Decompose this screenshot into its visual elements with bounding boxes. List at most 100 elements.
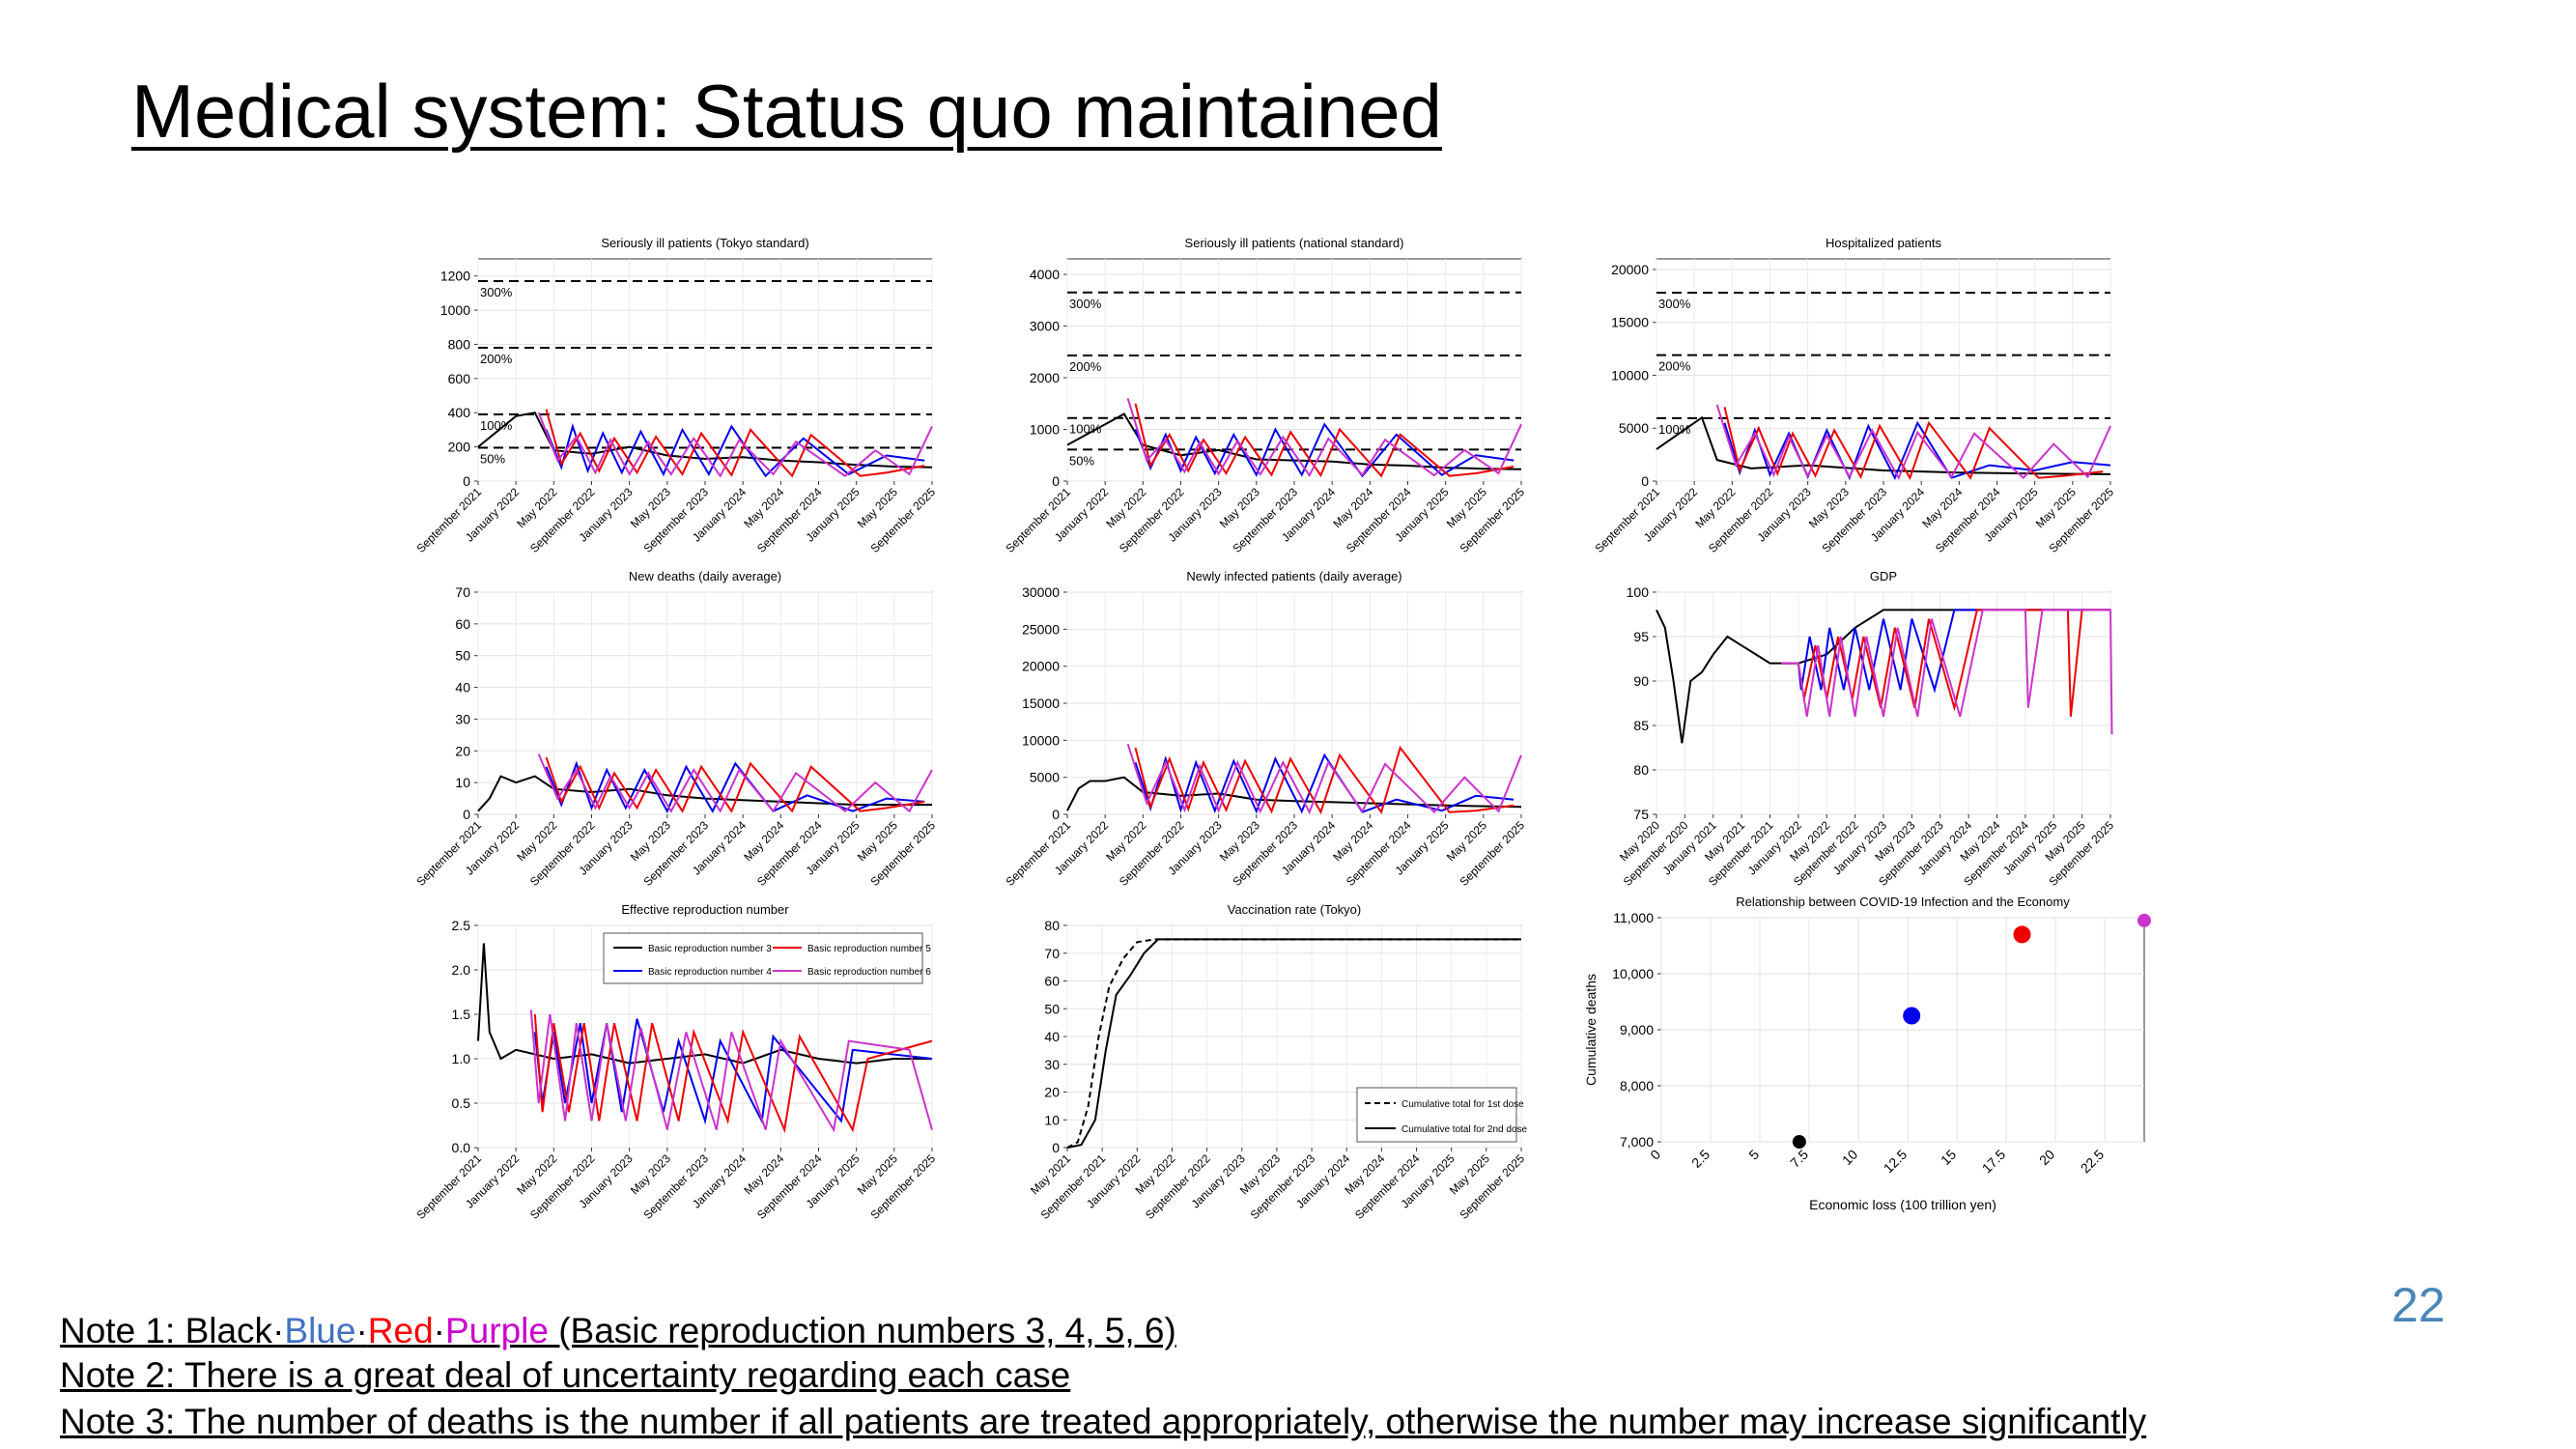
x-tick-label: September 2023 [1230, 485, 1300, 555]
x-tick-label: September 2021 [413, 1151, 484, 1222]
y-tick-label: 20 [1044, 1085, 1060, 1100]
reference-line-label: 100% [480, 418, 513, 433]
x-tick-label: September 2021 [413, 818, 484, 889]
chart-title: Effective reproduction number [621, 902, 789, 917]
series-line-purple [1126, 743, 1522, 815]
y-tick-label: 85 [1633, 718, 1649, 733]
y-tick-label: 0 [1641, 473, 1649, 489]
series-line-purple [537, 753, 933, 813]
legend-label: Basic reproduction number 4 [648, 967, 772, 978]
y-tick-label: 40 [455, 680, 470, 696]
series-line-red [533, 1013, 933, 1134]
chart-new-infections: Newly infected patients (daily average) 0… [1003, 569, 1527, 889]
series-line-black [477, 412, 933, 469]
scatter-point-purple [2137, 913, 2151, 927]
scatter-point-blue [1903, 1007, 1921, 1025]
x-tick-label: September 2025 [2046, 485, 2116, 555]
x-tick-label: September 2023 [640, 818, 711, 889]
series-line-black [1066, 938, 1521, 1149]
y-tick-label: 30 [1044, 1057, 1060, 1072]
chart-infection-vs-economy: Relationship between COVID-19 Infection … [1583, 895, 2151, 1212]
note-1-prefix: Note 1: [60, 1311, 185, 1350]
series-line-blue [1134, 753, 1514, 814]
x-tick-label: September 2021 [413, 485, 484, 555]
reference-line-label: 300% [1658, 297, 1691, 311]
y-tick-label: 70 [1044, 946, 1060, 961]
chart-title: GDP [1870, 569, 1897, 583]
note-1: Note 1: Black·Blue·Red·Purple (Basic rep… [60, 1311, 1176, 1351]
y-tick-label: 8,000 [1620, 1078, 1654, 1094]
series-line-black [1066, 938, 1521, 1149]
x-tick-label: September 2022 [527, 1151, 598, 1222]
x-tick-label: September 2024 [1344, 818, 1414, 889]
legend-label: Basic reproduction number 6 [807, 967, 931, 978]
y-tick-label: 0 [463, 473, 470, 489]
legend-box [603, 932, 923, 984]
y-tick-label: 60 [1044, 974, 1060, 989]
y-tick-label: 3000 [1030, 319, 1060, 334]
reference-line-label: 50% [480, 452, 505, 467]
y-axis-label: Cumulative deaths [1583, 974, 1599, 1086]
chart-new-deaths: New deaths (daily average) 0 10 20 30 40 50 60 7… [413, 569, 938, 889]
x-tick-label: 2.5 [1688, 1147, 1713, 1171]
x-axis-label: Economic loss (100 trillion yen) [1809, 1197, 1996, 1212]
reference-line-label: 300% [480, 285, 513, 299]
series-line-black [1066, 776, 1522, 811]
chart-title: Seriously ill patients (Tokyo standard) [601, 236, 808, 250]
x-tick-label: September 2023 [1819, 485, 1889, 555]
y-tick-label: 20000 [1022, 659, 1060, 674]
y-tick-label: 1.5 [452, 1007, 471, 1022]
x-tick-label: September 2024 [754, 1151, 825, 1222]
series-line-purple [1126, 398, 1522, 478]
note-1-blue: Blue [284, 1311, 356, 1350]
x-tick-label: September 2024 [754, 818, 825, 889]
legend-label: Basic reproduction number 3 [648, 944, 772, 954]
reference-line-label: 200% [1658, 359, 1691, 374]
reference-line-label: 50% [1069, 453, 1094, 468]
legend-box [1356, 1087, 1517, 1143]
x-tick-label: September 2025 [1457, 1151, 1527, 1222]
y-tick-label: 10 [455, 775, 470, 790]
x-tick-label: September 2022 [1117, 818, 1187, 889]
legend-label: Cumulative total for 2nd dose [1401, 1124, 1528, 1135]
chart-vaccination-rate: Vaccination rate (Tokyo) 0 10 20 30 40 50 60 70 8… [1028, 902, 1528, 1222]
series-line-purple [1781, 609, 2113, 735]
chart-title: Relationship between COVID-19 Infection … [1736, 895, 2070, 909]
chart-seriously-ill-national: Seriously ill patients (national standar… [1003, 236, 1527, 555]
y-tick-label: 200 [448, 440, 471, 455]
x-tick-label: September 2024 [754, 485, 825, 555]
reference-line-label: 100% [1658, 422, 1691, 437]
x-tick-label: September 2021 [1592, 485, 1662, 555]
y-tick-label: 75 [1633, 807, 1649, 822]
y-tick-label: 1000 [1030, 422, 1060, 438]
chart-title: Seriously ill patients (national standar… [1185, 236, 1404, 250]
y-tick-label: 10,000 [1612, 966, 1654, 981]
x-tick-label: September 2021 [1003, 818, 1073, 889]
y-tick-label: 50 [455, 648, 470, 664]
x-tick-label: 7.5 [1787, 1147, 1811, 1171]
chart-hospitalized: Hospitalized patients 0 5000 10000 15000 2000… [1592, 236, 2116, 555]
x-tick-label: September 2021 [1003, 485, 1073, 555]
chart-title: Hospitalized patients [1826, 236, 1941, 250]
y-tick-label: 2000 [1030, 370, 1060, 385]
reference-line-label: 200% [480, 352, 513, 366]
note-1-sep: · [355, 1311, 368, 1350]
series-line-red [545, 409, 925, 478]
series-line-blue [545, 423, 925, 478]
y-tick-label: 10000 [1022, 732, 1060, 748]
y-tick-label: 4000 [1030, 267, 1060, 282]
page-number: 22 [2392, 1278, 2446, 1332]
series-line-purple [537, 412, 933, 478]
y-tick-label: 10000 [1611, 367, 1649, 383]
x-tick-label: 12.5 [1881, 1147, 1911, 1177]
series-line-blue [1781, 609, 2110, 694]
note-2: Note 2: There is a great deal of uncerta… [60, 1355, 1071, 1395]
y-tick-label: 1200 [440, 269, 470, 284]
reference-line-label: 200% [1069, 359, 1102, 374]
note-1-suffix: (Basic reproduction numbers 3, 4, 5, 6) [548, 1311, 1176, 1350]
y-tick-label: 2.0 [452, 962, 471, 978]
y-tick-label: 70 [455, 584, 470, 600]
y-tick-label: 20000 [1611, 262, 1649, 277]
note-1-sep: · [272, 1311, 285, 1350]
